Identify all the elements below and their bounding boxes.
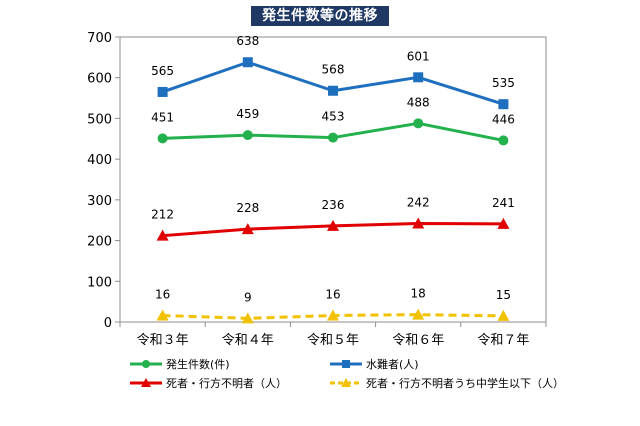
- y-tick-label: 0: [104, 316, 112, 331]
- y-tick-label: 600: [87, 72, 112, 87]
- data-point-circle: [413, 118, 424, 129]
- legend-label: 死者・行方不明者（人）: [166, 377, 287, 390]
- legend-item: 死者・行方不明者うち中学生以下（人）: [330, 375, 564, 391]
- plot-area: [119, 36, 547, 323]
- y-tick-label: 300: [87, 194, 112, 209]
- data-point-circle: [242, 130, 253, 141]
- data-point-triangle: [327, 309, 339, 321]
- legend-swatch: [130, 360, 162, 368]
- data-label: 16: [325, 287, 340, 301]
- x-tick-label: 令和４年: [222, 333, 274, 348]
- legend-label: 発生件数(件): [166, 358, 230, 371]
- data-point-square: [328, 85, 338, 96]
- data-point-triangle: [156, 229, 169, 241]
- data-point-triangle: [412, 308, 425, 320]
- data-point-square: [498, 99, 509, 110]
- data-point-triangle: [327, 219, 339, 231]
- x-tick-label: 令和５年: [307, 333, 359, 348]
- chart-title: 発生件数等の推移: [251, 6, 389, 26]
- data-point-triangle: [412, 217, 425, 229]
- data-label: 242: [407, 195, 430, 209]
- data-label: 459: [236, 107, 259, 121]
- data-label: 16: [155, 287, 170, 301]
- legend-label: 水難者(人): [366, 358, 419, 371]
- data-label: 446: [492, 112, 515, 126]
- data-point-circle: [498, 135, 509, 146]
- data-label: 488: [407, 95, 430, 109]
- data-label: 453: [322, 110, 345, 124]
- data-label: 212: [151, 208, 174, 222]
- data-point-square: [413, 72, 424, 83]
- data-point-triangle: [241, 223, 254, 235]
- legend-label: 死者・行方不明者うち中学生以下（人）: [366, 377, 564, 390]
- x-tick-label: 令和７年: [477, 333, 529, 348]
- data-point-triangle: [497, 309, 510, 321]
- data-point-circle: [328, 132, 338, 143]
- data-label: 568: [322, 63, 345, 77]
- data-label: 565: [151, 64, 174, 78]
- data-point-square: [242, 57, 253, 68]
- legend-swatch: [130, 378, 162, 387]
- data-point-circle: [157, 133, 168, 144]
- y-tick-label: 200: [87, 235, 112, 250]
- legend-swatch: [330, 360, 362, 368]
- legend-item: 死者・行方不明者（人）: [130, 375, 287, 391]
- data-point-triangle: [156, 309, 169, 321]
- data-label: 236: [322, 198, 345, 212]
- data-label: 638: [236, 34, 259, 48]
- data-label: 241: [492, 196, 515, 210]
- x-tick-label: 令和６年: [392, 333, 444, 348]
- data-label: 601: [407, 49, 430, 63]
- y-tick-label: 100: [87, 275, 112, 290]
- data-label: 535: [492, 76, 515, 90]
- y-tick-label: 400: [87, 153, 112, 168]
- data-label: 18: [411, 287, 426, 301]
- data-point-triangle: [497, 217, 510, 229]
- y-tick-label: 700: [87, 31, 112, 46]
- legend-item: 発生件数(件): [130, 356, 230, 372]
- y-tick-label: 500: [87, 112, 112, 127]
- data-point-triangle: [241, 312, 254, 324]
- data-label: 15: [496, 288, 511, 302]
- data-label: 451: [151, 110, 174, 124]
- data-label: 228: [236, 201, 259, 215]
- legend-swatch: [330, 378, 362, 387]
- legend-item: 水難者(人): [330, 356, 419, 372]
- data-label: 9: [244, 290, 252, 304]
- x-tick-label: 令和３年: [137, 333, 189, 348]
- data-point-square: [157, 86, 168, 97]
